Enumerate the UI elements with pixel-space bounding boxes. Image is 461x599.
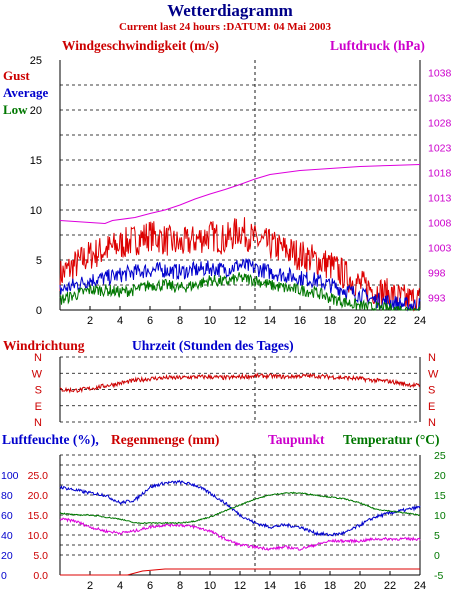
- wind-y-tick-label: 10: [30, 205, 42, 217]
- legend-temperature: Temperatur (°C): [343, 432, 440, 447]
- wind-x-tick-label: 18: [324, 315, 336, 327]
- pressure-y-tick-label: 998: [428, 268, 446, 280]
- wind-direction-plot: N NW WS SE EN N: [32, 352, 439, 429]
- wind-x-tick-label: 2: [87, 315, 93, 327]
- climate-x-tick-label: 20: [354, 580, 366, 592]
- temperature-y-tick-label: 10: [434, 510, 446, 522]
- direction-left-label: W: [32, 368, 43, 380]
- series-temperatur-line: [59, 491, 421, 525]
- rain-y-tick-label: 25.0: [28, 470, 49, 482]
- pressure-y-tick-label: 1003: [428, 243, 452, 255]
- direction-left-label: E: [35, 401, 42, 413]
- direction-right-label: N: [428, 417, 436, 429]
- wind-x-tick-label: 24: [414, 315, 426, 327]
- pressure-y-tick-label: 993: [428, 293, 446, 305]
- humidity-temperature-plot: 0 20 40 60 80 100 0.0 5.0 10.0 15.0 20.0 25.0 -5 0 5 10…: [1, 450, 446, 592]
- pressure-y-tick-label: 1023: [428, 143, 452, 155]
- climate-x-tick-label: 4: [117, 580, 123, 592]
- pressure-y-tick-label: 1008: [428, 218, 452, 230]
- wind-x-tick-label: 12: [234, 315, 246, 327]
- temperature-y-tick-label: 15: [434, 490, 446, 502]
- rain-y-tick-label: 20.0: [28, 490, 49, 502]
- temperature-y-tick-label: -5: [434, 570, 443, 582]
- direction-left-label: N: [34, 417, 42, 429]
- pressure-axis-title: Luftdruck (hPa): [330, 38, 425, 53]
- legend-gust: Gust: [3, 68, 30, 83]
- wind-y-tick-label: 20: [30, 105, 42, 117]
- chart-subtitle: Current last 24 hours :DATUM: 04 Mai 200…: [119, 21, 331, 33]
- wind-x-tick-label: 22: [384, 315, 396, 327]
- climate-x-tick-label: 2: [87, 580, 93, 592]
- climate-x-tick-label: 16: [294, 580, 306, 592]
- legend-humidity: Luftfeuchte (%),: [2, 432, 99, 447]
- climate-x-tick-label: 12: [234, 580, 246, 592]
- climate-x-tick-label: 24: [414, 580, 426, 592]
- climate-x-tick-label: 22: [384, 580, 396, 592]
- series-taupunkt-line: [59, 517, 421, 551]
- humidity-y-tick-label: 0: [1, 570, 7, 582]
- wind-y-tick-label: 0: [36, 305, 42, 317]
- legend-rain: Regenmenge (mm): [111, 432, 219, 447]
- chart-title: Wetterdiagramm: [167, 1, 293, 20]
- pressure-y-tick-label: 1018: [428, 168, 452, 180]
- humidity-y-tick-label: 60: [1, 510, 13, 522]
- climate-x-tick-label: 8: [177, 580, 183, 592]
- temperature-y-tick-label: 0: [434, 550, 440, 562]
- direction-left-label: S: [35, 385, 42, 397]
- wind-x-tick-label: 10: [204, 315, 216, 327]
- wind-x-tick-label: 14: [264, 315, 276, 327]
- direction-right-label: W: [428, 368, 439, 380]
- climate-x-tick-label: 10: [204, 580, 216, 592]
- rain-y-tick-label: 5.0: [33, 550, 48, 562]
- wind-direction-title: Windrichtung: [3, 338, 85, 353]
- rain-y-tick-label: 0.0: [33, 570, 48, 582]
- series-gust-line: [59, 217, 421, 312]
- humidity-y-tick-label: 20: [1, 550, 13, 562]
- hour-axis-label: Uhrzeit (Stunden des Tages): [132, 338, 294, 353]
- climate-x-tick-label: 14: [264, 580, 276, 592]
- series-regenmenge-line: [60, 568, 420, 576]
- climate-x-tick-label: 18: [324, 580, 336, 592]
- wind-speed-axis-title: Windgeschwindigkeit (m/s): [62, 38, 219, 53]
- humidity-y-tick-label: 100: [1, 470, 19, 482]
- wind-pressure-plot: 0510152025993998100310081013101810231028…: [30, 55, 452, 327]
- legend-average: Average: [3, 85, 48, 100]
- legend-dewpoint: Taupunkt: [268, 432, 325, 447]
- temperature-y-tick-label: 5: [434, 530, 440, 542]
- pressure-y-tick-label: 1013: [428, 193, 452, 205]
- wind-y-tick-label: 15: [30, 155, 42, 167]
- legend-low: Low: [3, 102, 28, 117]
- series-luftfeuchte-line: [59, 479, 421, 537]
- climate-x-tick-label: 6: [147, 580, 153, 592]
- direction-right-label: E: [428, 401, 435, 413]
- temperature-y-tick-label: 20: [434, 470, 446, 482]
- wind-x-tick-label: 20: [354, 315, 366, 327]
- series-winddirection-line: [59, 372, 421, 394]
- direction-right-label: S: [428, 385, 435, 397]
- temperature-y-tick-label: 25: [434, 450, 446, 462]
- wind-x-tick-label: 16: [294, 315, 306, 327]
- series-low-line: [59, 272, 421, 311]
- rain-y-tick-label: 10.0: [28, 530, 49, 542]
- wind-x-tick-label: 8: [177, 315, 183, 327]
- series-luftdruck-line: [59, 164, 421, 225]
- humidity-y-tick-label: 40: [1, 530, 13, 542]
- direction-left-label: N: [34, 352, 42, 364]
- series-average-line: [59, 258, 421, 312]
- wind-x-tick-label: 4: [117, 315, 123, 327]
- wind-y-tick-label: 25: [30, 55, 42, 67]
- pressure-y-tick-label: 1033: [428, 93, 452, 105]
- rain-y-tick-label: 15.0: [28, 510, 49, 522]
- wind-x-tick-label: 6: [147, 315, 153, 327]
- pressure-y-tick-label: 1038: [428, 68, 452, 80]
- direction-right-label: N: [428, 352, 436, 364]
- pressure-y-tick-label: 1028: [428, 118, 452, 130]
- humidity-y-tick-label: 80: [1, 490, 13, 502]
- wind-y-tick-label: 5: [36, 255, 42, 267]
